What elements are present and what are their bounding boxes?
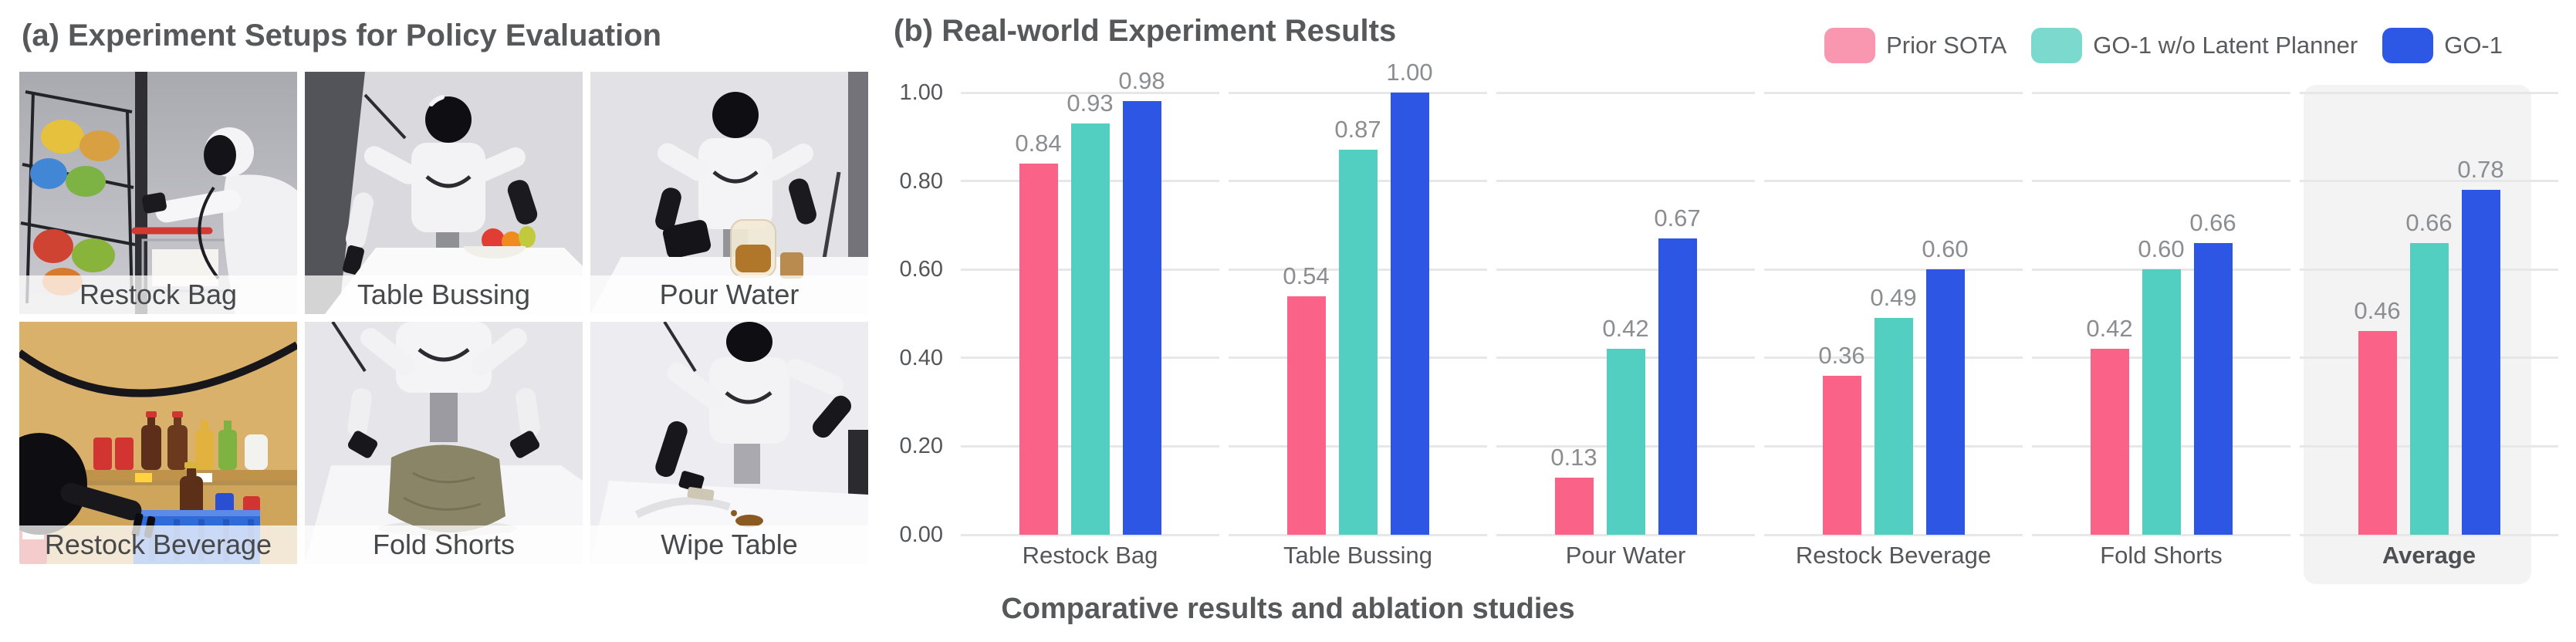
restock-beverage-photo-illustration [19, 322, 297, 564]
legend-label: Prior SOTA [1886, 32, 2007, 59]
legend-swatch-icon [2382, 28, 2434, 63]
bar-value-label: 0.42 [1602, 315, 1649, 343]
bar-value-label: 0.60 [1922, 235, 1969, 263]
bar-go-1-w-o-latent-planner [1070, 123, 1110, 535]
experiment-label-table-bussing: Table Bussing [305, 275, 583, 314]
gridline [961, 533, 1219, 536]
pour-water-photo-illustration [590, 72, 868, 314]
bar-value-label: 0.36 [1818, 341, 1865, 369]
experiment-photo-pour-water: Pour Water [590, 72, 868, 314]
bar-go-1 [2193, 242, 2233, 535]
bar-go-1 [1390, 93, 1429, 535]
gridline [1764, 268, 2023, 271]
gridline [2300, 180, 2558, 183]
bar-value-label: 0.66 [2405, 208, 2453, 236]
y-axis-tick-label: 0.60 [899, 257, 943, 282]
bar-go-1-w-o-latent-planner [2142, 269, 2181, 535]
experiment-label-restock-bag: Restock Bag [19, 275, 297, 314]
table-bussing-photo-illustration [305, 72, 583, 314]
gridline [2300, 533, 2558, 536]
experiment-photo-grid: Restock Bag [19, 72, 868, 564]
left-section-title: (a) Experiment Setups for Policy Evaluat… [22, 19, 662, 52]
gridline [1496, 91, 1755, 94]
x-axis-category-label: Average [2382, 542, 2476, 569]
gridline [1229, 533, 1487, 536]
bar-value-label: 0.49 [1870, 284, 1917, 312]
experiment-photo-restock-bag: Restock Bag [19, 72, 297, 314]
gridline [1764, 180, 2023, 183]
bar-value-label: 0.98 [1118, 67, 1165, 95]
legend-swatch-icon [2031, 28, 2083, 63]
experiment-label-restock-beverage: Restock Beverage [19, 525, 297, 564]
bar-value-label: 0.54 [1283, 262, 1330, 289]
experiment-label-pour-water: Pour Water [590, 275, 868, 314]
experiment-label-fold-shorts: Fold Shorts [305, 525, 583, 564]
bar-go-1 [1658, 238, 1697, 535]
figure-caption: Comparative results and ablation studies [1001, 593, 1575, 625]
x-axis-category-label: Restock Bag [1022, 542, 1158, 569]
legend-item-1: GO-1 w/o Latent Planner [2031, 28, 2358, 63]
bar-go-1-w-o-latent-planner [1338, 150, 1378, 535]
restock-bag-photo-illustration [19, 72, 297, 314]
experiment-label-wipe-table: Wipe Table [590, 525, 868, 564]
bar-prior-sota [1019, 163, 1058, 535]
x-axis-category-label: Pour Water [1565, 542, 1686, 569]
bar-go-1-w-o-latent-planner [1874, 318, 1913, 535]
bar-value-label: 0.78 [2457, 156, 2504, 184]
gridline [1764, 91, 2023, 94]
y-axis-tick-label: 0.20 [899, 434, 943, 459]
bar-value-label: 0.84 [1015, 129, 1062, 157]
gridline [1496, 268, 1755, 271]
legend-label: GO-1 [2444, 32, 2503, 59]
bar-prior-sota [1822, 375, 1861, 535]
gridline [2032, 91, 2290, 94]
bar-value-label: 1.00 [1386, 59, 1433, 86]
x-axis-category-label: Fold Shorts [2100, 542, 2223, 569]
experiment-photo-wipe-table: Wipe Table [590, 322, 868, 564]
legend-item-2: GO-1 [2382, 28, 2503, 63]
bar-go-1-w-o-latent-planner [2409, 242, 2449, 535]
chart-title: (b) Real-world Experiment Results [894, 14, 1397, 48]
bar-value-label: 0.42 [2086, 315, 2133, 343]
x-axis-category-label: Table Bussing [1283, 542, 1432, 569]
legend-label: GO-1 w/o Latent Planner [2093, 32, 2358, 59]
experiment-photo-table-bussing: Table Bussing [305, 72, 583, 314]
gridline [1496, 533, 1755, 536]
gridline [961, 91, 1219, 94]
bar-value-label: 0.46 [2354, 297, 2401, 325]
y-axis-tick-label: 0.80 [899, 168, 943, 194]
bar-value-label: 0.87 [1334, 116, 1381, 144]
legend-swatch-icon [1824, 28, 1876, 63]
experiment-photo-fold-shorts: Fold Shorts [305, 322, 583, 564]
legend-item-0: Prior SOTA [1824, 28, 2006, 63]
chart-legend: Prior SOTA GO-1 w/o Latent Planner GO-1 [1824, 28, 2503, 63]
bar-prior-sota [2358, 331, 2397, 535]
bar-value-label: 0.60 [2138, 235, 2185, 263]
gridline [1229, 91, 1487, 94]
experiment-photo-restock-beverage: Restock Beverage [19, 322, 297, 564]
gridline [2300, 91, 2558, 94]
gridline [2032, 180, 2290, 183]
bar-go-1 [1925, 269, 1965, 535]
gridline [2032, 533, 2290, 536]
x-axis-category-label: Restock Beverage [1795, 542, 1992, 569]
bar-value-label: 0.93 [1067, 90, 1114, 117]
gridline [1496, 180, 1755, 183]
bar-go-1 [1122, 101, 1161, 535]
y-axis-tick-label: 1.00 [899, 80, 943, 105]
bar-value-label: 0.66 [2189, 208, 2236, 236]
bar-value-label: 0.67 [1654, 204, 1701, 232]
bar-prior-sota [2090, 349, 2129, 535]
bar-prior-sota [1286, 296, 1326, 535]
y-axis-tick-label: 0.40 [899, 345, 943, 370]
bar-value-label: 0.13 [1550, 443, 1597, 471]
bar-prior-sota [1554, 477, 1594, 535]
bar-go-1 [2461, 190, 2500, 535]
y-axis-tick-label: 0.00 [899, 522, 943, 547]
gridline [1764, 533, 2023, 536]
bar-go-1-w-o-latent-planner [1606, 349, 1645, 535]
